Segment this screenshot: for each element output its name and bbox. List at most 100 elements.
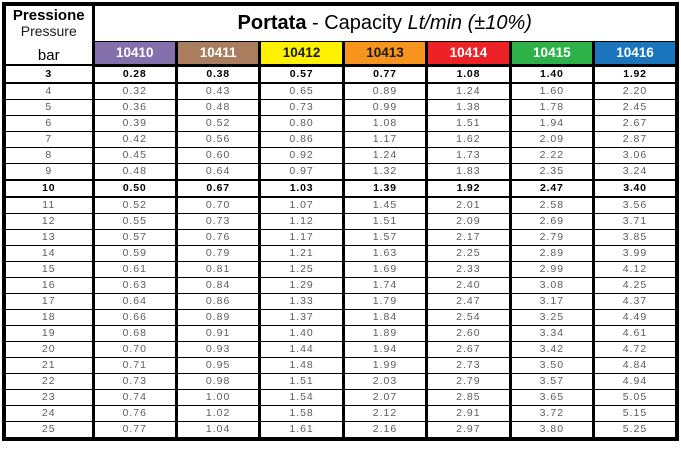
capacity-cell: 1.02: [174, 404, 262, 422]
pressure-cell: 22: [2, 372, 95, 390]
capacity-cell: 1.08: [425, 64, 512, 84]
capacity-cell: 1.24: [341, 146, 429, 164]
capacity-cell: 0.73: [91, 372, 178, 390]
pressure-cell: 19: [2, 324, 95, 342]
pressure-cell: 17: [2, 292, 95, 310]
capacity-cell: 2.89: [508, 244, 596, 262]
table-row: 23 0.74 1.00 1.54 2.07 2.85 3.65 5.05: [2, 388, 679, 406]
table-row: 7 0.42 0.56 0.86 1.17 1.62 2.09 2.87: [2, 130, 679, 148]
capacity-cell: 1.51: [258, 372, 345, 390]
capacity-cell: 2.17: [425, 228, 512, 246]
pressure-cell: 4: [2, 82, 95, 100]
capacity-cell: 0.93: [174, 340, 262, 358]
capacity-cell: 4.25: [592, 276, 679, 294]
capacity-cell: 2.54: [425, 308, 512, 326]
capacity-cell: 0.38: [174, 64, 262, 84]
capacity-cell: 2.60: [425, 324, 512, 342]
capacity-cell: 0.70: [91, 340, 178, 358]
capacity-cell: 1.69: [341, 260, 429, 278]
capacity-cell: 0.79: [174, 244, 262, 262]
capacity-cell: 0.76: [91, 404, 178, 422]
capacity-cell: 0.95: [174, 356, 262, 374]
capacity-cell: 0.64: [91, 292, 178, 310]
capacity-cell: 1.94: [508, 114, 596, 132]
capacity-cell: 1.54: [258, 388, 345, 406]
capacity-cell: 1.08: [341, 114, 429, 132]
capacity-cell: 5.15: [592, 404, 679, 422]
capacity-cell: 4.12: [592, 260, 679, 278]
capacity-cell: 1.39: [341, 178, 429, 198]
pressure-label-italian: Pressione: [12, 6, 85, 24]
capacity-cell: 0.89: [341, 82, 429, 100]
table-row: 22 0.73 0.98 1.51 2.03 2.79 3.57 4.94: [2, 372, 679, 390]
pressure-cell: 3: [2, 64, 95, 84]
pressure-cell: 14: [2, 244, 95, 262]
capacity-cell: 2.35: [508, 162, 596, 180]
title-row: Pressione Pressure bar Portata - Capacit…: [2, 3, 679, 66]
column-code-10410: 10410: [91, 40, 178, 67]
capacity-cell: 1.07: [258, 196, 345, 214]
capacity-cell: 0.67: [174, 178, 262, 198]
capacity-cell: 4.94: [592, 372, 679, 390]
capacity-cell: 0.42: [91, 130, 178, 148]
table-row: 4 0.32 0.43 0.65 0.89 1.24 1.60 2.20: [2, 82, 679, 100]
capacity-cell: 1.32: [341, 162, 429, 180]
capacity-cell: 0.57: [91, 228, 178, 246]
column-code-10411: 10411: [174, 40, 262, 67]
pressure-cell: 7: [2, 130, 95, 148]
capacity-cell: 5.05: [592, 388, 679, 406]
capacity-cell: 2.01: [425, 196, 512, 214]
capacity-cell: 2.85: [425, 388, 512, 406]
capacity-cell: 1.00: [174, 388, 262, 406]
capacity-cell: 1.44: [258, 340, 345, 358]
capacity-cell: 0.57: [258, 64, 345, 84]
capacity-cell: 2.09: [508, 130, 596, 148]
capacity-cell: 0.86: [174, 292, 262, 310]
capacity-cell: 1.17: [341, 130, 429, 148]
table-title: Portata - Capacity Lt/min (±10%): [91, 3, 679, 42]
capacity-cell: 0.36: [91, 98, 178, 116]
capacity-cell: 1.92: [592, 64, 679, 84]
column-code-10415: 10415: [508, 40, 596, 67]
title-capacity: - Capacity: [306, 11, 408, 34]
capacity-cell: 3.24: [592, 162, 679, 180]
capacity-cell: 1.51: [341, 212, 429, 230]
capacity-cell: 1.94: [341, 340, 429, 358]
capacity-cell: 3.71: [592, 212, 679, 230]
capacity-cell: 0.91: [174, 324, 262, 342]
capacity-cell: 2.67: [425, 340, 512, 358]
capacity-cell: 2.03: [341, 372, 429, 390]
capacity-cell: 5.25: [592, 420, 679, 440]
capacity-table: Pressione Pressure bar Portata - Capacit…: [2, 2, 679, 441]
capacity-cell: 3.50: [508, 356, 596, 374]
capacity-cell: 1.40: [258, 324, 345, 342]
pressure-cell: 24: [2, 404, 95, 422]
table-row: 24 0.76 1.02 1.58 2.12 2.91 3.72 5.15: [2, 404, 679, 422]
capacity-cell: 1.83: [425, 162, 512, 180]
pressure-cell: 25: [2, 420, 95, 440]
capacity-cell: 3.08: [508, 276, 596, 294]
capacity-cell: 1.38: [425, 98, 512, 116]
capacity-cell: 2.47: [425, 292, 512, 310]
table-row: 17 0.64 0.86 1.33 1.79 2.47 3.17 4.37: [2, 292, 679, 310]
capacity-cell: 1.92: [425, 178, 512, 198]
capacity-cell: 2.73: [425, 356, 512, 374]
capacity-cell: 0.66: [91, 308, 178, 326]
capacity-cell: 0.77: [341, 64, 429, 84]
pressure-cell: 9: [2, 162, 95, 180]
capacity-cell: 1.40: [508, 64, 596, 84]
capacity-cell: 1.99: [341, 356, 429, 374]
capacity-cell: 1.51: [425, 114, 512, 132]
capacity-cell: 0.73: [258, 98, 345, 116]
capacity-cell: 3.06: [592, 146, 679, 164]
capacity-cell: 1.84: [341, 308, 429, 326]
capacity-cell: 0.43: [174, 82, 262, 100]
capacity-cell: 1.73: [425, 146, 512, 164]
pressure-label-english: Pressure: [20, 22, 77, 39]
capacity-cell: 1.57: [341, 228, 429, 246]
capacity-cell: 1.03: [258, 178, 345, 198]
capacity-cell: 4.37: [592, 292, 679, 310]
column-code-10412: 10412: [258, 40, 345, 67]
capacity-cell: 1.48: [258, 356, 345, 374]
